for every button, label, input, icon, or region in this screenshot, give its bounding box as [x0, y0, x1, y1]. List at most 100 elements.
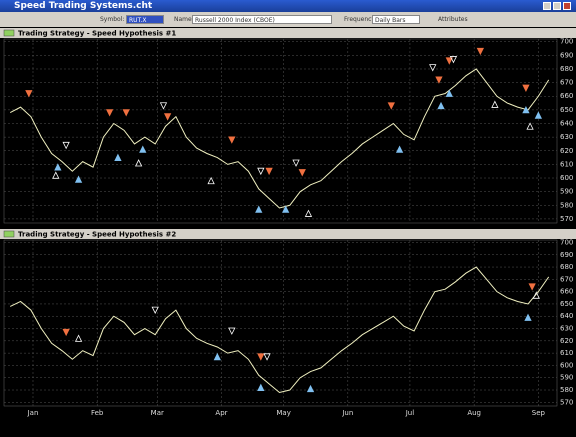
name-field[interactable]: Russell 2000 Index (CBOE)	[192, 15, 332, 24]
y-tick-label: 660	[560, 288, 573, 296]
pane-title: Trading Strategy - Speed Hypothesis #2	[18, 231, 176, 239]
signal-marker	[134, 159, 143, 167]
plot-area	[3, 239, 558, 407]
y-tick-label: 580	[560, 386, 573, 394]
symbol-field[interactable]: RUT.X	[126, 15, 164, 24]
signal-marker	[74, 334, 83, 342]
signal-marker	[151, 306, 159, 314]
signal-marker	[445, 57, 453, 65]
signal-marker	[387, 102, 395, 110]
signal-marker	[52, 171, 60, 179]
x-tick-label: Sep	[532, 409, 546, 417]
charts: 2004 Trading Strategy - Speed Hypothesis…	[0, 27, 576, 437]
signal-marker	[445, 89, 453, 97]
maximize-button[interactable]	[553, 2, 561, 10]
signal-marker	[282, 205, 290, 213]
y-tick-label: 680	[560, 65, 573, 73]
signal-marker	[435, 76, 443, 84]
signal-marker	[228, 136, 236, 144]
signal-marker	[522, 84, 530, 92]
signal-marker	[524, 313, 532, 321]
signal-marker	[304, 209, 313, 217]
y-tick-label: 670	[560, 79, 573, 87]
x-tick-label: Aug	[467, 409, 481, 417]
y-tick-label: 700	[560, 38, 573, 46]
x-tick-label: Jan	[27, 409, 39, 417]
signal-marker	[265, 167, 273, 176]
y-tick-label: 600	[560, 174, 573, 182]
y-tick-label: 610	[560, 349, 573, 357]
signal-marker	[449, 56, 458, 64]
y-tick-label: 570	[560, 398, 573, 406]
signal-marker	[163, 113, 172, 121]
y-tick-label: 690	[560, 51, 573, 59]
x-tick-label: May	[276, 409, 290, 417]
y-tick-label: 620	[560, 147, 573, 155]
title-bar: Speed Trading Systems.cht	[0, 0, 576, 12]
y-tick-label: 630	[560, 325, 573, 333]
symbol-label: Symbol:	[100, 16, 125, 23]
pane-title: Trading Strategy - Speed Hypothesis #1	[18, 30, 176, 38]
signal-marker	[306, 384, 315, 393]
toolbar: Symbol: RUT.X Name: Russell 2000 Index (…	[0, 13, 576, 27]
signal-marker	[207, 176, 215, 185]
signal-marker	[139, 145, 147, 153]
y-tick-label: 590	[560, 374, 573, 382]
signal-marker	[105, 109, 114, 117]
x-tick-label: Apr	[215, 409, 227, 417]
y-tick-label: 630	[560, 133, 573, 141]
y-tick-label: 650	[560, 106, 573, 114]
signal-marker	[491, 100, 499, 108]
name-label: Name:	[174, 16, 194, 23]
signal-marker	[54, 163, 62, 171]
signal-marker	[298, 169, 306, 177]
signal-marker	[528, 283, 536, 291]
x-tick-label: Jun	[341, 409, 353, 417]
close-button[interactable]	[563, 2, 571, 10]
y-tick-label: 700	[560, 238, 573, 246]
y-tick-label: 590	[560, 188, 573, 196]
y-tick-label: 580	[560, 201, 573, 209]
signal-marker	[395, 145, 404, 153]
y-tick-label: 610	[560, 160, 573, 168]
signal-marker	[476, 47, 485, 56]
y-tick-label: 570	[560, 215, 573, 223]
signal-marker	[228, 327, 236, 335]
signal-marker	[255, 205, 263, 213]
pane-header	[0, 28, 576, 38]
signal-marker	[114, 153, 122, 161]
y-tick-label: 600	[560, 361, 573, 369]
signal-marker	[532, 291, 540, 299]
y-tick-label: 620	[560, 337, 573, 345]
signal-marker	[526, 122, 534, 130]
signal-marker	[263, 353, 271, 361]
signal-marker	[159, 102, 168, 110]
x-tick-label: Jul	[405, 409, 415, 417]
signal-marker	[62, 141, 70, 150]
y-tick-label: 690	[560, 251, 573, 259]
signal-marker	[257, 167, 265, 176]
pane-header	[0, 229, 576, 239]
y-tick-label: 640	[560, 312, 573, 320]
y-tick-label: 660	[560, 92, 573, 100]
attributes-button[interactable]: Attributes	[438, 16, 468, 23]
minimize-button[interactable]	[543, 2, 551, 10]
signal-marker	[25, 90, 33, 98]
price-line	[9, 266, 550, 394]
signal-marker	[257, 353, 265, 361]
x-tick-label: Feb	[91, 409, 104, 417]
signal-marker	[257, 383, 265, 391]
x-tick-label: Mar	[151, 409, 164, 417]
signal-marker	[292, 159, 300, 167]
signal-marker	[522, 105, 530, 114]
pane-icon	[3, 29, 15, 37]
signal-marker	[62, 328, 70, 337]
signal-marker	[74, 175, 83, 183]
signal-marker	[122, 109, 130, 117]
frequency-label: Frequency:	[344, 16, 377, 23]
signal-marker	[213, 352, 221, 361]
y-tick-label: 670	[560, 275, 573, 283]
frequency-field[interactable]: Daily Bars	[372, 15, 420, 24]
pane-icon	[3, 230, 15, 238]
